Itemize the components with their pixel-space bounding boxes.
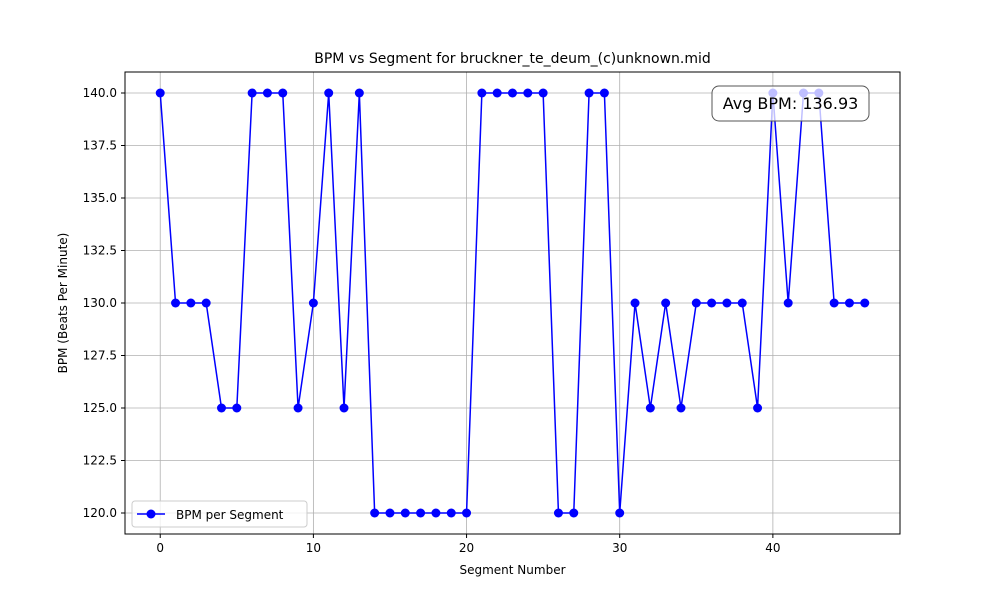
legend: BPM per Segment — [131, 500, 308, 528]
data-point — [783, 298, 793, 308]
data-point — [201, 298, 211, 308]
x-tick-label: 20 — [459, 541, 474, 555]
x-tick-label: 40 — [765, 541, 780, 555]
data-point — [722, 298, 732, 308]
data-point — [523, 88, 533, 98]
y-tick-label: 127.5 — [83, 349, 117, 363]
y-tick-label: 130.0 — [83, 296, 117, 310]
data-point — [462, 508, 472, 518]
data-point — [753, 403, 763, 413]
avg-annotation-box — [711, 85, 870, 122]
data-point — [691, 298, 701, 308]
data-point — [860, 298, 870, 308]
data-point — [247, 88, 257, 98]
data-point — [446, 508, 456, 518]
y-tick-label: 122.5 — [83, 454, 117, 468]
data-point — [370, 508, 380, 518]
data-point — [431, 508, 441, 518]
data-point — [339, 403, 349, 413]
series-layer — [155, 88, 870, 518]
data-point — [155, 88, 165, 98]
y-tick-label: 125.0 — [83, 401, 117, 415]
y-axis-label: BPM (Beats Per Minute) — [56, 233, 70, 374]
data-point — [630, 298, 640, 308]
data-point — [262, 88, 272, 98]
data-point — [171, 298, 181, 308]
data-point — [737, 298, 747, 308]
data-point — [676, 403, 686, 413]
x-axis: 0 10 20 30 40 — [156, 534, 781, 555]
x-tick-label: 0 — [156, 541, 164, 555]
data-point — [661, 298, 671, 308]
data-point — [354, 88, 364, 98]
data-point — [477, 88, 487, 98]
data-point — [615, 508, 625, 518]
avg-annotation-text: Avg BPM: 136.93 — [723, 94, 859, 113]
legend-marker — [146, 509, 156, 519]
data-point — [508, 88, 517, 98]
data-point — [324, 88, 334, 98]
data-point — [293, 403, 303, 413]
data-point — [569, 508, 579, 518]
y-tick-label: 137.5 — [83, 139, 117, 153]
y-tick-label: 135.0 — [83, 191, 117, 205]
data-point — [492, 88, 502, 98]
data-point — [538, 88, 548, 98]
data-point — [278, 88, 288, 98]
legend-box — [131, 500, 308, 528]
y-tick-label: 140.0 — [83, 86, 117, 100]
data-point — [844, 298, 854, 308]
data-point — [186, 298, 196, 308]
y-tick-label: 132.5 — [83, 244, 117, 258]
data-point — [385, 508, 395, 518]
data-point — [584, 88, 594, 98]
data-point — [232, 403, 242, 413]
chart-title: BPM vs Segment for bruckner_te_deum_(c)u… — [314, 51, 711, 67]
data-point — [308, 298, 318, 308]
data-point — [416, 508, 426, 518]
data-point — [400, 508, 410, 518]
x-tick-label: 30 — [612, 541, 627, 555]
legend-label: BPM per Segment — [176, 508, 284, 522]
x-tick-label: 10 — [306, 541, 321, 555]
x-axis-label: Segment Number — [459, 563, 565, 577]
data-point — [645, 403, 655, 413]
data-point — [829, 298, 839, 308]
data-point — [553, 508, 563, 518]
data-point — [216, 403, 226, 413]
data-point — [599, 88, 609, 98]
data-point — [707, 298, 717, 308]
avg-annotation: Avg BPM: 136.93 — [711, 85, 870, 122]
y-tick-label: 120.0 — [83, 506, 117, 520]
y-axis: 120.0 122.5 125.0 127.5 130.0 132.5 135.0 137.5… — [83, 86, 125, 520]
